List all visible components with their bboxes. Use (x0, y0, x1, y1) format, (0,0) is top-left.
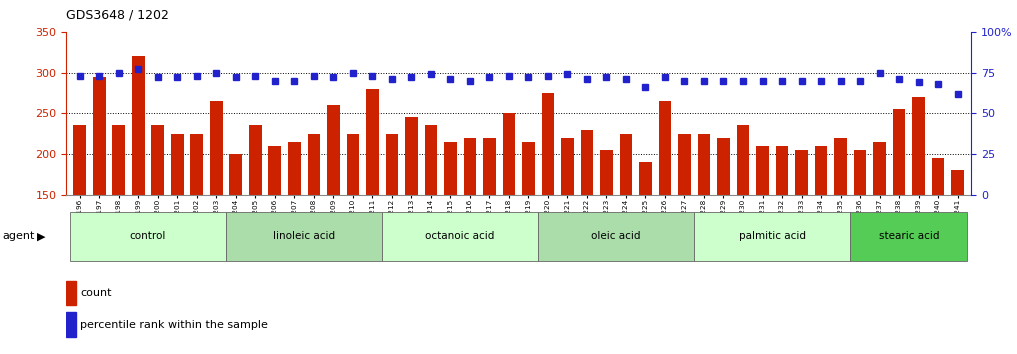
FancyBboxPatch shape (226, 212, 382, 261)
Bar (522, 142, 535, 317)
Bar (932, 158, 945, 317)
Text: count: count (80, 288, 112, 298)
Bar (307, 133, 320, 317)
Bar (639, 162, 652, 317)
Bar (347, 133, 359, 317)
Bar (717, 138, 730, 317)
Bar (795, 150, 807, 317)
Bar (230, 154, 242, 317)
Bar (152, 126, 164, 317)
Text: oleic acid: oleic acid (592, 231, 641, 241)
Bar (951, 170, 964, 317)
Bar (366, 89, 378, 317)
Text: control: control (130, 231, 166, 241)
Bar (483, 138, 495, 317)
Bar (678, 133, 691, 317)
Bar (853, 150, 866, 317)
Bar (659, 101, 671, 317)
Bar (93, 77, 106, 317)
Bar (874, 142, 886, 317)
Bar (66, 281, 76, 305)
Bar (619, 133, 633, 317)
Bar (190, 133, 203, 317)
Bar (912, 97, 924, 317)
Bar (600, 150, 613, 317)
Text: octanoic acid: octanoic acid (425, 231, 495, 241)
FancyBboxPatch shape (382, 212, 538, 261)
Text: ▶: ▶ (37, 231, 45, 241)
Bar (66, 313, 76, 337)
Bar (736, 126, 750, 317)
Bar (776, 146, 788, 317)
Bar (210, 101, 223, 317)
Bar (405, 118, 418, 317)
Bar (385, 133, 399, 317)
Bar (581, 130, 593, 317)
Bar (698, 133, 710, 317)
Bar (249, 126, 261, 317)
Text: percentile rank within the sample: percentile rank within the sample (80, 320, 268, 330)
Bar (757, 146, 769, 317)
Bar (327, 105, 340, 317)
Bar (502, 113, 516, 317)
Bar (132, 56, 144, 317)
Bar (288, 142, 301, 317)
Text: palmitic acid: palmitic acid (738, 231, 805, 241)
Bar (542, 93, 554, 317)
FancyBboxPatch shape (695, 212, 850, 261)
Bar (268, 146, 281, 317)
FancyBboxPatch shape (850, 212, 967, 261)
Bar (73, 126, 86, 317)
Bar (113, 126, 125, 317)
FancyBboxPatch shape (70, 212, 226, 261)
Text: stearic acid: stearic acid (879, 231, 939, 241)
Text: linoleic acid: linoleic acid (273, 231, 336, 241)
Bar (834, 138, 847, 317)
Text: GDS3648 / 1202: GDS3648 / 1202 (66, 8, 169, 21)
FancyBboxPatch shape (538, 212, 695, 261)
Bar (171, 133, 184, 317)
Bar (464, 138, 476, 317)
Bar (444, 142, 457, 317)
Bar (561, 138, 574, 317)
Bar (815, 146, 828, 317)
Bar (424, 126, 437, 317)
Text: agent: agent (2, 231, 35, 241)
Bar (893, 109, 905, 317)
